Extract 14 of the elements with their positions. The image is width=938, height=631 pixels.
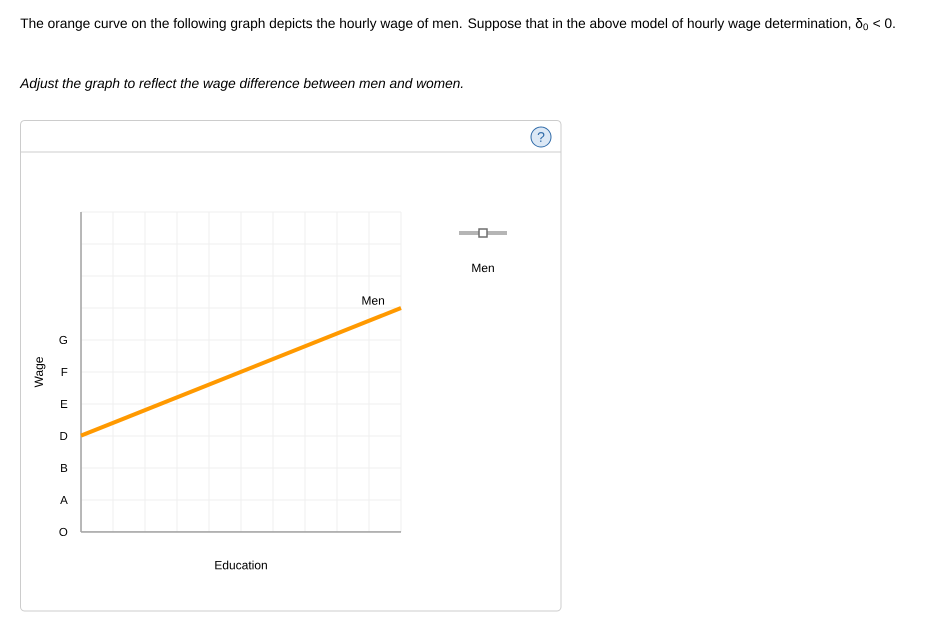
y-axis-title: Wage: [34, 357, 46, 388]
annotation: E: [61, 400, 68, 408]
chart-title: The orange curve on the following graph depicts the hourly wage of men. Suppose that in the above model of hourly wage determination, δ$_{0}$ < 0.: [20, 18, 895, 31]
annotation: G: [59, 336, 67, 344]
annotation: A: [60, 496, 68, 504]
annotation: O: [59, 528, 68, 536]
chart-subtitle: Adjust the graph to reflect the wage difference between men and women.: [20, 78, 462, 91]
annotation: F: [62, 368, 68, 376]
x-axis-title: Education: [215, 560, 267, 570]
text: ?: [538, 132, 544, 142]
series-label: Men: [362, 296, 384, 305]
text: Men: [472, 264, 494, 272]
annotation: B: [61, 464, 68, 472]
annotation: D: [60, 432, 68, 440]
